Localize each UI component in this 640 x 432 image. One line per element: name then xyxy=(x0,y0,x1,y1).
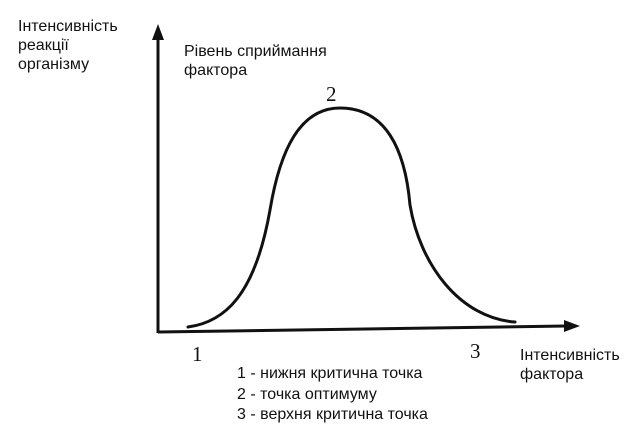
legend: 1 - нижня критична точка 2 - точка оптим… xyxy=(237,364,428,426)
y-axis-title: Інтенсивність реакції організму xyxy=(18,17,118,74)
curve-title-line-2: фактора xyxy=(184,62,248,79)
legend-item-optimum: 2 - точка оптимуму xyxy=(237,385,377,403)
tolerance-curve xyxy=(186,106,517,329)
y-axis-arrowhead xyxy=(152,24,164,40)
x-axis-arrowhead xyxy=(564,320,580,332)
x-axis-title: Інтенсивність фактора xyxy=(520,346,620,384)
curve-title: Рівень сприймання фактора xyxy=(184,42,327,80)
x-axis-title-line-2: фактора xyxy=(520,366,584,383)
legend-item-upper-critical: 3 - верхня критична точка xyxy=(237,406,428,423)
y-axis-title-line-3: організму xyxy=(18,56,90,73)
x-axis-title-line-1: Інтенсивність xyxy=(520,347,620,364)
marker-optimum: 2 xyxy=(326,82,337,106)
y-axis-title-line-2: реакції xyxy=(18,37,69,54)
legend-item-lower-critical: 1 - нижня критична точка xyxy=(237,365,423,382)
marker-lower-critical: 1 xyxy=(192,342,203,366)
curve-title-line-1: Рівень сприймання xyxy=(184,43,327,60)
marker-upper-critical: 3 xyxy=(470,339,481,363)
x-axis-line xyxy=(157,324,567,334)
y-axis-title-line-1: Інтенсивність xyxy=(18,18,118,35)
